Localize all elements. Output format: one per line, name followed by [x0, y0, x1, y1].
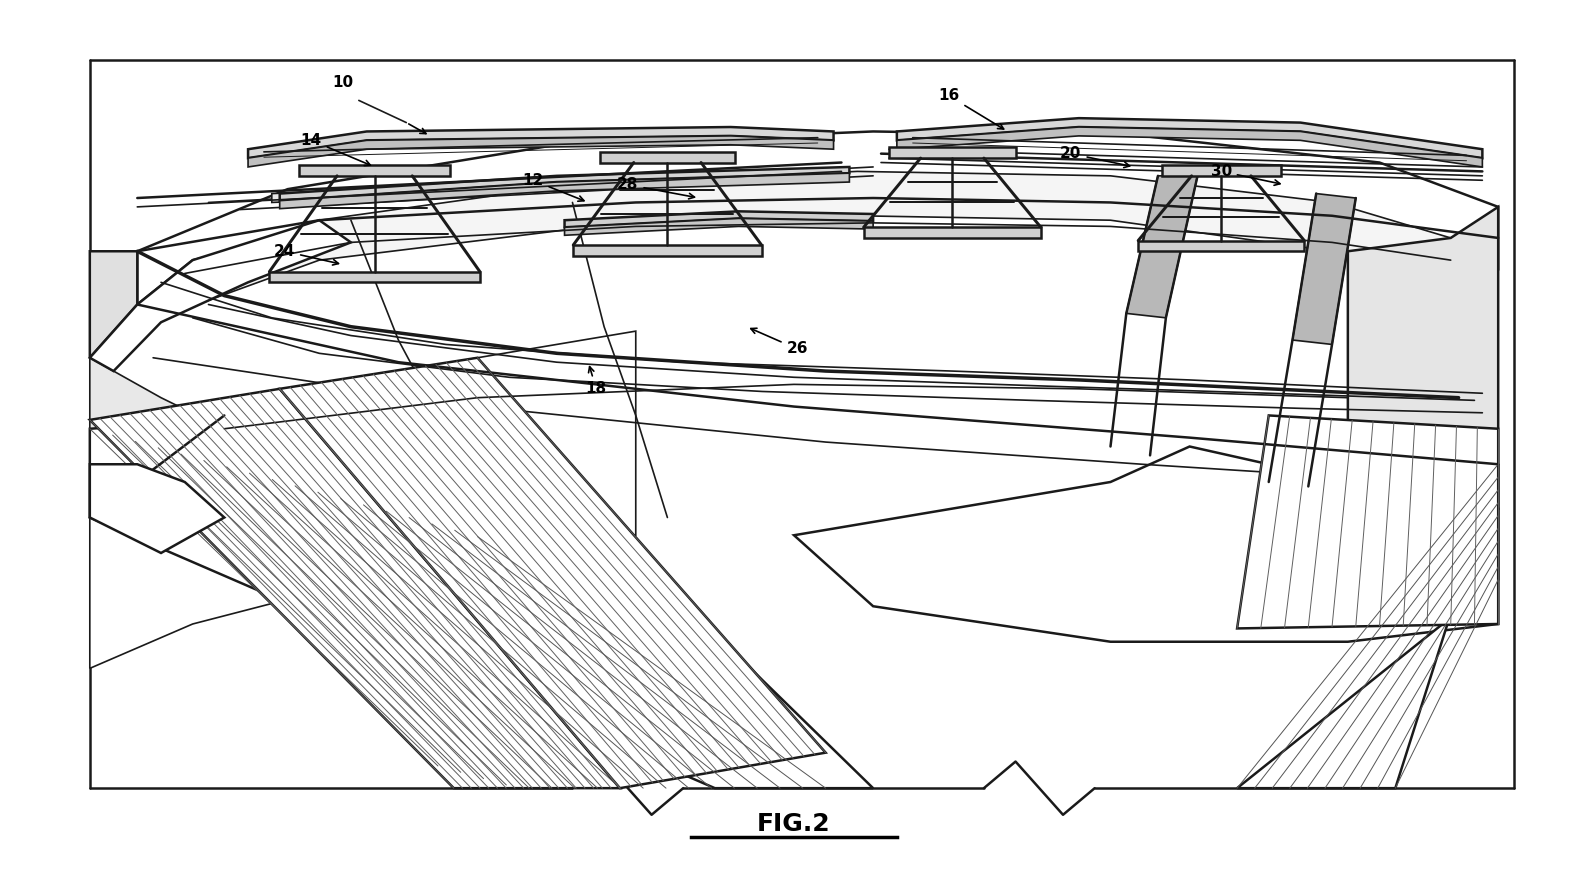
Text: 16: 16 [939, 88, 1004, 129]
Polygon shape [1139, 240, 1304, 251]
Polygon shape [279, 167, 850, 201]
Polygon shape [248, 127, 834, 158]
Polygon shape [864, 228, 1040, 238]
Polygon shape [91, 331, 635, 668]
Text: 12: 12 [522, 172, 584, 201]
Polygon shape [565, 212, 873, 228]
Text: FIG.2: FIG.2 [757, 812, 831, 836]
Polygon shape [137, 131, 1497, 305]
Polygon shape [1348, 207, 1497, 509]
Polygon shape [91, 388, 619, 789]
Polygon shape [270, 271, 480, 282]
Polygon shape [889, 147, 1016, 158]
Text: 28: 28 [618, 177, 694, 199]
Text: 18: 18 [586, 367, 607, 396]
Polygon shape [1237, 464, 1497, 789]
Polygon shape [1162, 165, 1280, 176]
Text: 20: 20 [1061, 146, 1129, 168]
Polygon shape [248, 136, 834, 167]
Polygon shape [1237, 415, 1497, 629]
Polygon shape [573, 245, 762, 255]
Polygon shape [279, 173, 850, 209]
Polygon shape [91, 402, 873, 789]
Text: 26: 26 [751, 329, 808, 356]
Polygon shape [600, 152, 735, 163]
Polygon shape [1126, 176, 1197, 318]
Polygon shape [91, 251, 137, 358]
Text: 10: 10 [332, 75, 354, 90]
Polygon shape [272, 171, 826, 203]
Polygon shape [300, 165, 449, 176]
Polygon shape [91, 358, 287, 518]
Text: 30: 30 [1210, 164, 1280, 186]
Polygon shape [897, 118, 1482, 158]
Polygon shape [91, 464, 224, 553]
Polygon shape [1293, 194, 1356, 345]
Polygon shape [279, 358, 826, 789]
Polygon shape [91, 221, 351, 371]
Polygon shape [184, 171, 1451, 309]
Text: 14: 14 [300, 133, 370, 165]
Polygon shape [794, 446, 1497, 642]
Polygon shape [565, 219, 873, 235]
Text: 24: 24 [273, 244, 338, 265]
Polygon shape [897, 127, 1482, 167]
